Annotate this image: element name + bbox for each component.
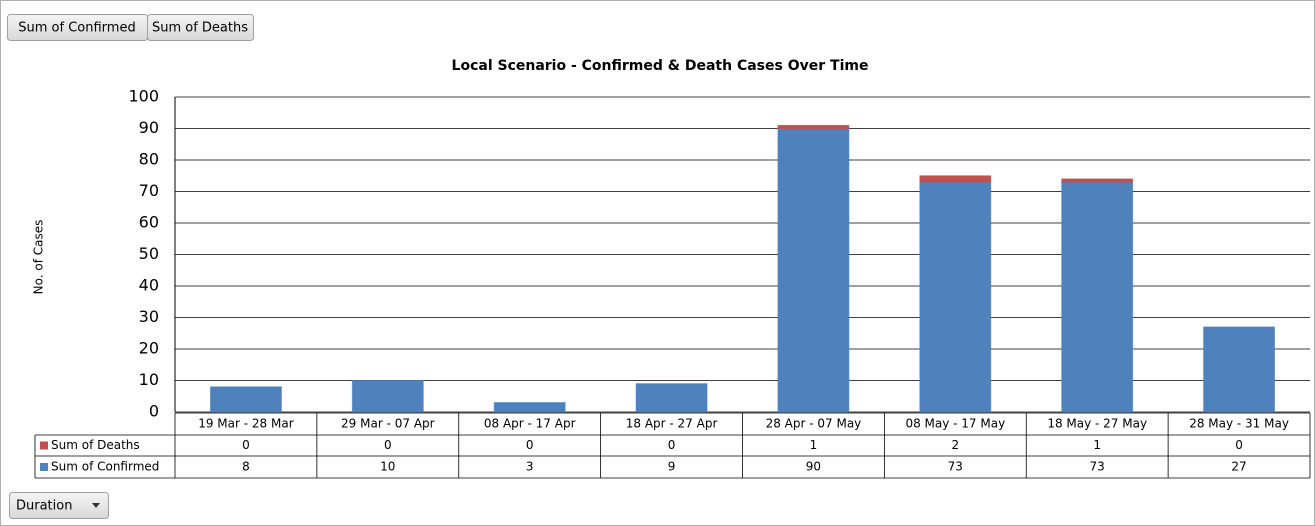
- button-label: Sum of Deaths: [152, 21, 248, 36]
- field-button[interactable]: Sum of Confirmed: [7, 14, 148, 41]
- legend-label: Sum of Confirmed: [51, 460, 159, 474]
- bar-segment: [777, 124, 850, 129]
- axis-field-button[interactable]: Duration: [9, 492, 109, 519]
- x-tick-label: 08 Apr - 17 Apr: [484, 417, 576, 431]
- table-value: 27: [1231, 460, 1246, 474]
- x-tick-label: 19 Mar - 28 Mar: [198, 417, 293, 431]
- y-tick-label: 100: [128, 87, 159, 106]
- chart-title: Local Scenario - Confirmed & Death Cases…: [452, 58, 869, 74]
- x-tick-label: 08 May - 17 May: [905, 417, 1005, 431]
- x-tick-label: 18 May - 27 May: [1047, 417, 1147, 431]
- table-value: 1: [810, 438, 818, 452]
- table-value: 9: [668, 460, 676, 474]
- y-tick-label: 80: [139, 150, 159, 169]
- legend-label: Sum of Deaths: [51, 438, 140, 452]
- table-value: 2: [951, 438, 959, 452]
- table-value: 1: [1093, 438, 1101, 452]
- y-tick-label: 30: [139, 307, 159, 326]
- table-value: 10: [380, 460, 395, 474]
- table-value: 0: [242, 438, 250, 452]
- y-tick-label: 50: [139, 244, 159, 263]
- table-value: 8: [242, 460, 250, 474]
- table-value: 3: [526, 460, 534, 474]
- y-tick-label: 70: [139, 181, 159, 200]
- bar-segment: [1203, 326, 1276, 413]
- bar-segment: [919, 175, 992, 183]
- y-tick-label: 10: [139, 370, 159, 389]
- table-value: 73: [948, 460, 963, 474]
- x-tick-label: 18 Apr - 27 Apr: [626, 417, 718, 431]
- bar-segment: [1061, 181, 1134, 413]
- y-tick-label: 90: [139, 118, 159, 137]
- x-tick-label: 29 Mar - 07 Apr: [341, 417, 435, 431]
- table-value: 0: [1235, 438, 1243, 452]
- x-tick-label: 28 May - 31 May: [1189, 417, 1289, 431]
- bar-segment: [919, 181, 992, 413]
- bar-segment: [635, 383, 708, 413]
- bar-segment: [1061, 178, 1134, 183]
- y-tick-label: 40: [139, 276, 159, 295]
- dropdown-arrow: [92, 503, 100, 508]
- bar-segment: [209, 386, 282, 413]
- table-value: 0: [668, 438, 676, 452]
- button-label: Sum of Confirmed: [18, 21, 135, 36]
- bar-segment: [351, 380, 424, 413]
- bar-segment: [493, 402, 566, 413]
- table-value: 73: [1090, 460, 1105, 474]
- table-value: 90: [806, 460, 821, 474]
- button-bg: [9, 492, 109, 519]
- bar-segment: [777, 128, 850, 413]
- table-value: 0: [526, 438, 534, 452]
- field-button[interactable]: Sum of Deaths: [147, 14, 254, 41]
- y-axis-label: No. of Cases: [32, 220, 46, 295]
- table-value: 0: [384, 438, 392, 452]
- x-tick-label: 28 Apr - 07 May: [766, 417, 862, 431]
- y-tick-label: 20: [139, 339, 159, 358]
- y-tick-label: 0: [149, 402, 159, 421]
- button-bg: [147, 14, 254, 41]
- button-label: Duration: [16, 499, 72, 514]
- y-tick-label: 60: [139, 213, 159, 232]
- legend-key: [40, 463, 48, 471]
- legend-key: [40, 441, 48, 450]
